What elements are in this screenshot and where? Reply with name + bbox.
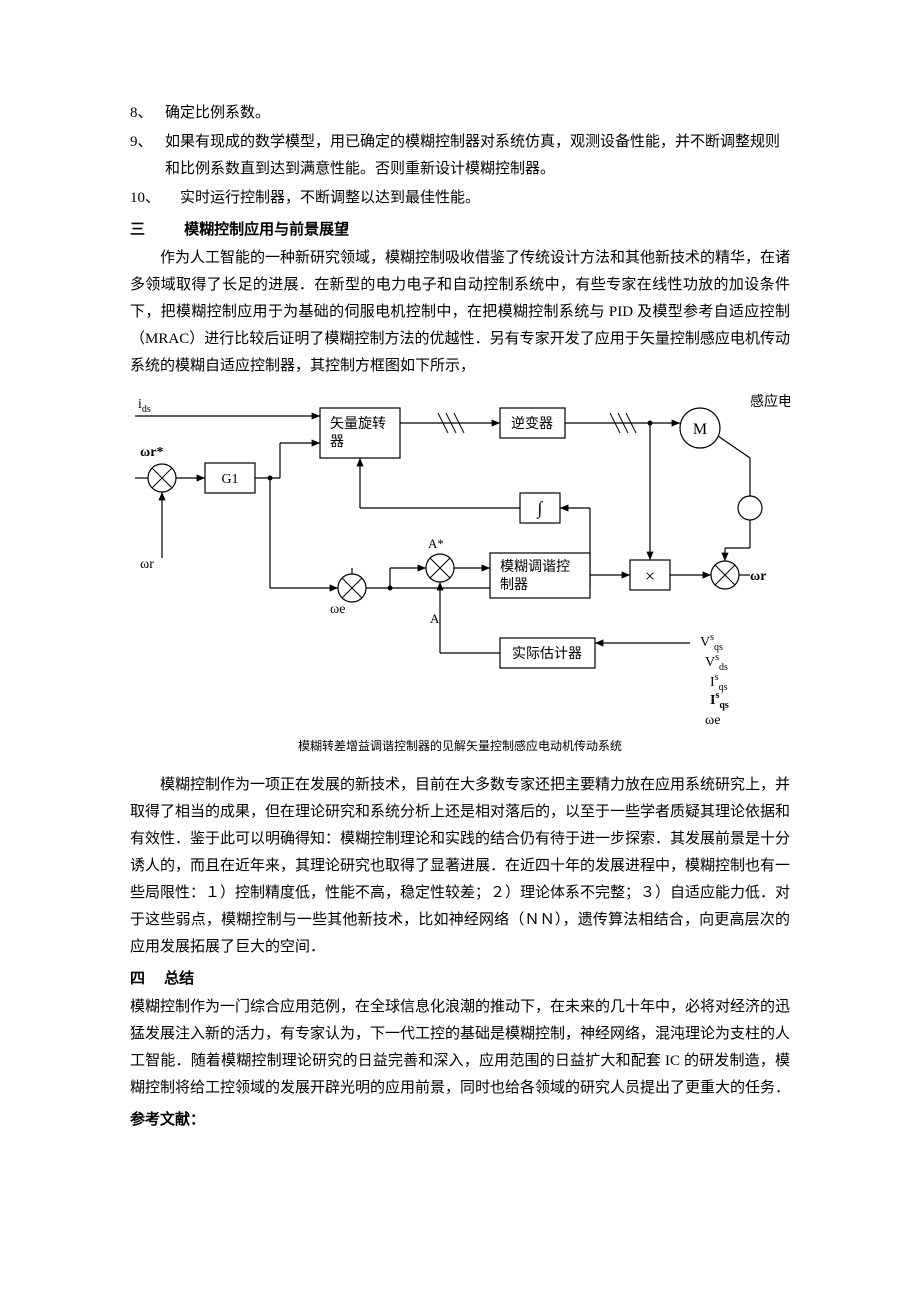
list-text-10: 实时运行控制器，不断调整以达到最佳性能。 [180,185,790,212]
label-a: A [430,611,440,626]
box-vector-rotator [320,408,400,458]
label-wr-out: ωr [750,569,766,584]
label-a-star: A* [428,536,444,551]
section3-num: 三 [130,216,180,243]
references-heading: 参考文献： [130,1106,790,1133]
label-motor-text: 感应电机 [750,393,790,410]
section3-title: 模糊控制应用与前景展望 [184,221,349,238]
label-wr-star: ωr* [140,445,163,460]
section4-num: 四 [130,965,160,992]
sensor-circle [738,496,762,520]
section3-para1: 作为人工智能的一种新研究领域，模糊控制吸收借鉴了传统设计方法和其他新技术的精华，… [130,245,790,380]
label-vds: Vsds [705,652,728,673]
list-item-8: 8、 确定比例系数。 [130,100,790,127]
list-item-10: 10、 实时运行控制器，不断调整以达到最佳性能。 [130,185,790,212]
label-we-out: ωe [705,713,720,728]
diagram-caption: 模糊转差增益调谐控制器的见解矢量控制感应电动机传动系统 [130,736,790,758]
list-item-9: 9、 如果有现成的数学模型，用已确定的模糊控制器对系统仿真，观测设备性能，并不断… [130,129,790,183]
label-wr: ωr [140,557,154,572]
list-num-8: 8、 [130,100,165,127]
list-num-10: 10、 [130,185,180,212]
section4-heading: 四 总结 [130,965,790,992]
label-multiplier: × [645,566,655,586]
label-iqs2: Isqs [710,690,729,711]
section4-title: 总结 [164,970,194,987]
label-g1: G1 [221,472,238,487]
list-text-9: 如果有现成的数学模型，用已确定的模糊控制器对系统仿真，观测设备性能，并不断调整规… [165,129,790,183]
block-diagram: ids ωr* ωr G1 矢量旋转 器 逆变器 [130,388,790,728]
label-estimator: 实际估计器 [512,646,582,662]
label-we: ωe [330,602,345,617]
diagram-svg: ids ωr* ωr G1 矢量旋转 器 逆变器 [130,388,790,728]
label-motor: M [693,421,707,438]
label-vqs: Vsqs [700,632,723,653]
section3-para2: 模糊控制作为一项正在发展的新技术，目前在大多数专家还把主要精力放在应用系统研究上… [130,772,790,961]
list-text-8: 确定比例系数。 [165,100,790,127]
section3-heading: 三 模糊控制应用与前景展望 [130,216,790,243]
label-inverter: 逆变器 [511,416,553,432]
list-num-9: 9、 [130,129,165,183]
label-ids: ids [138,397,151,415]
section4-para: 模糊控制作为一门综合应用范例，在全球信息化浪潮的推动下，在未来的几十年中，必将对… [130,994,790,1102]
